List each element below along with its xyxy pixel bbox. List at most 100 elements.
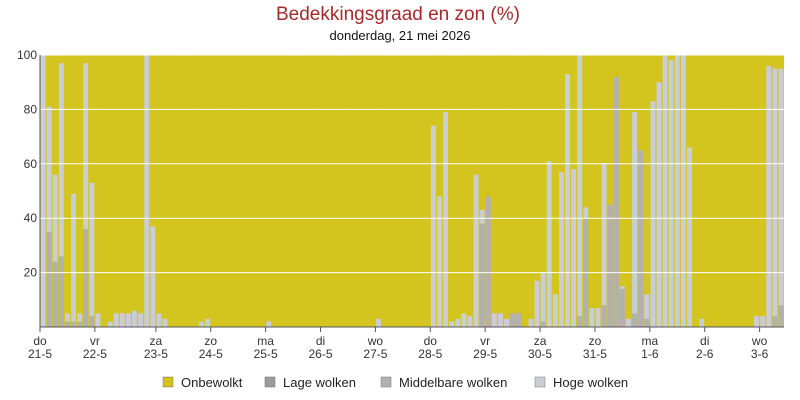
bar-hoge-wolken [650,101,656,328]
bar-onbewolkt [723,55,729,327]
legend-swatch [380,376,392,388]
bar-hoge-wolken [534,280,540,327]
bar-onbewolkt [205,55,211,319]
bar-onbewolkt [711,55,717,327]
bar-onbewolkt [119,55,125,314]
bar-onbewolkt [436,55,442,197]
bar-hoge-wolken [632,112,638,314]
legend-label: Lage wolken [283,375,356,390]
x-tick-date: 25-5 [254,347,278,361]
bar-onbewolkt [168,55,174,327]
bar-hoge-wolken [491,313,497,327]
bar-hoge-wolken [528,318,534,327]
bar-onbewolkt [223,55,229,327]
bar-onbewolkt [583,55,589,208]
bar-onbewolkt [467,55,473,317]
bar-onbewolkt [138,55,144,314]
bar-onbewolkt [400,55,406,327]
bar-hoge-wolken [497,313,503,327]
x-tick-day: zo [589,334,602,348]
bar-hoge-wolken [199,321,205,327]
legend-item: Onbewolkt [162,375,243,390]
bar-hoge-wolken [619,286,625,289]
bar-middelbare-wolken [479,223,485,327]
x-tick-day: di [316,334,325,348]
bar-onbewolkt [71,55,76,194]
bar-onbewolkt [284,55,290,327]
bar-onbewolkt [772,55,778,69]
x-tick-day: do [33,334,47,348]
bar-onbewolkt [735,55,741,327]
x-tick-date: 22-5 [83,347,107,361]
chart-title: Bedekkingsgraad en zon (%) [276,4,520,25]
x-tick-date: 28-5 [418,347,442,361]
y-axis: 20 40 60 80 100 [17,48,41,327]
bar-hoge-wolken [766,65,772,327]
bar-onbewolkt [217,55,223,327]
bar-hoge-wolken [46,106,52,232]
bar-hoge-wolken [455,318,461,327]
bar-onbewolkt [412,55,418,327]
bar-hoge-wolken [626,318,631,327]
bar-hoge-wolken [589,307,595,327]
bar-hoge-wolken [754,316,760,327]
x-tick-date: 26-5 [309,347,333,361]
bar-onbewolkt [571,55,577,170]
x-tick-date: 3-6 [751,347,769,361]
bar-hoge-wolken [680,55,686,327]
bar-onbewolkt [668,55,674,61]
legend-swatch [264,376,276,388]
x-tick-date: 30-5 [528,347,552,361]
bar-hoge-wolken [162,318,168,327]
x-tick-day: vr [480,334,490,348]
bar-hoge-wolken [778,68,784,306]
bar-hoge-wolken [266,321,272,327]
bar-onbewolkt [443,55,448,113]
bar-onbewolkt [693,55,699,327]
bar-onbewolkt [626,55,631,319]
bar-hoge-wolken [699,318,705,327]
x-tick-day: vr [90,334,100,348]
bar-onbewolkt [595,55,601,308]
y-tick-label: 20 [24,266,38,280]
bar-onbewolkt [156,55,162,314]
bar-middelbare-wolken [638,150,644,327]
bar-hoge-wolken [205,318,211,327]
bar-hoge-wolken [467,316,473,327]
bar-hoge-wolken [772,68,778,317]
bar-onbewolkt [174,55,180,327]
bar-hoge-wolken [601,163,607,306]
bar-onbewolkt [449,55,455,322]
bar-hoge-wolken [113,313,119,327]
bar-onbewolkt [369,55,375,327]
bar-onbewolkt [125,55,131,314]
bar-hoge-wolken [119,313,125,327]
bar-onbewolkt [290,55,296,327]
bar-middelbare-wolken [632,313,638,327]
bar-hoge-wolken [504,318,509,327]
bar-middelbare-wolken [485,196,491,327]
bar-hoge-wolken [662,55,668,327]
bar-onbewolkt [644,55,650,295]
legend-item: Hoge wolken [534,375,628,390]
bar-onbewolkt [308,55,314,327]
bar-hoge-wolken [552,294,558,327]
bar-hoge-wolken [138,313,144,327]
grid-lines [40,54,784,274]
legend-item: Middelbare wolken [380,375,507,390]
bar-onbewolkt [760,55,766,317]
bar-hoge-wolken [77,313,83,322]
bar-onbewolkt [418,55,424,327]
bar-onbewolkt [510,55,516,314]
bar-hoge-wolken [144,55,150,327]
bar-hoge-wolken [644,294,650,319]
bar-hoge-wolken [583,207,589,219]
bar-hoge-wolken [107,321,113,327]
x-tick-date: 1-6 [641,347,659,361]
x-tick-date: 21-5 [28,347,52,361]
bar-onbewolkt [132,55,137,311]
bar-onbewolkt [229,55,235,327]
bar-hoge-wolken [150,226,156,327]
bar-onbewolkt [619,55,625,287]
bar-onbewolkt [455,55,461,319]
